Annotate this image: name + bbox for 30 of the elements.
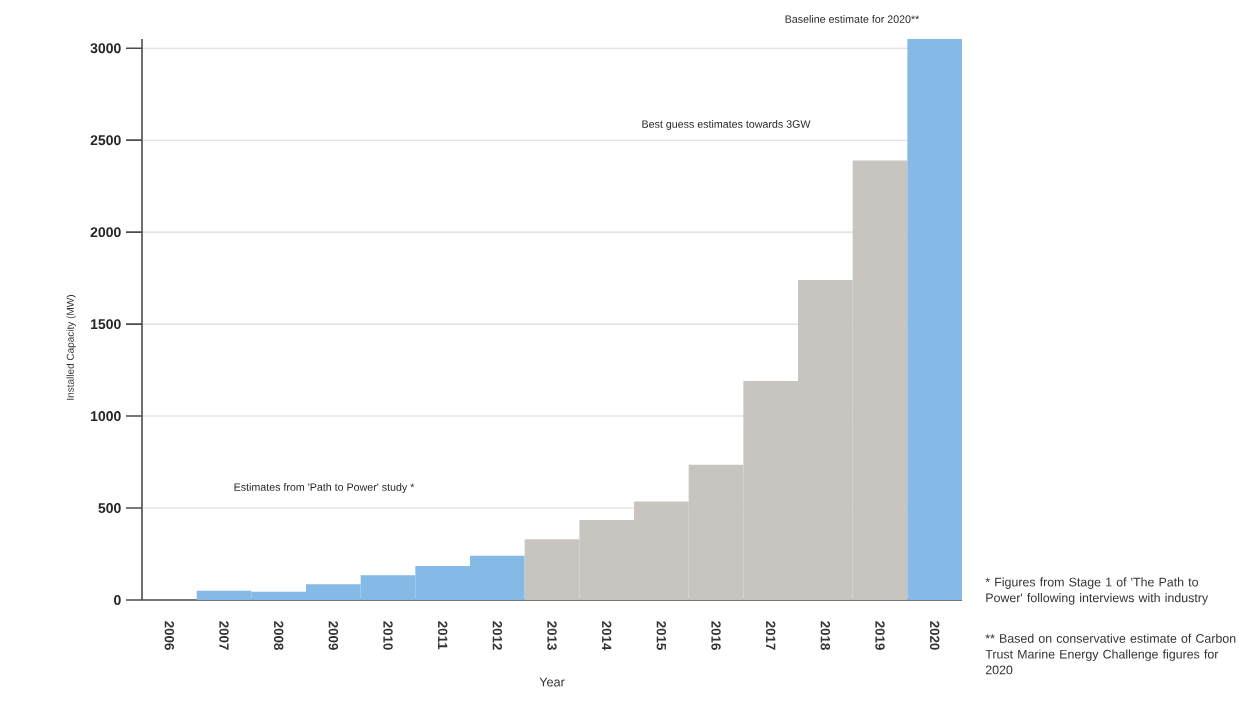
x-tick-label: 2019	[875, 621, 885, 650]
x-tick-label: 2009	[328, 621, 339, 650]
annotation: Best guess estimates towards 3GW	[642, 120, 811, 130]
x-tick-label: 2013	[547, 621, 557, 650]
x-tick-label: 2007	[219, 621, 229, 650]
x-tick-label: 2010	[383, 621, 393, 650]
text: * Figures from Stage 1 of 'The Path to Power' following interviews with industry	[985, 577, 1209, 605]
annotation: Estimates from 'Path to Power' study *	[234, 483, 415, 493]
x-tick-label: 2020	[929, 621, 940, 650]
y-tick-label: 2000	[90, 227, 121, 238]
x-tick-label: 2011	[437, 621, 448, 650]
x-tick-label: 2006	[164, 621, 175, 650]
x-tick-label: 2018	[820, 621, 831, 650]
x-tick-label: 2008	[273, 621, 284, 650]
y-tick-label: 500	[98, 503, 121, 513]
x-axis-title: Year	[539, 677, 565, 687]
y-tick-label: 1500	[91, 319, 121, 330]
bar	[907, 39, 963, 600]
x-tick-label: 2014	[601, 621, 612, 651]
x-tick-label: 2016	[711, 621, 721, 650]
text: ** Based on conservative estimate of Carbon Trust Marine Energy Challenge figures for 2020	[985, 633, 1236, 675]
y-tick-label: 1000	[91, 411, 121, 422]
x-tick-label: 2012	[492, 621, 503, 650]
text: Baseline estimate for 2020**	[785, 15, 920, 23]
x-tick-label: 2017	[765, 621, 776, 650]
y-axis-title: Installed Capacity (MW)	[66, 295, 76, 400]
y-tick-label: 2500	[90, 135, 121, 146]
y-tick-label: 3000	[90, 43, 121, 54]
y-tick-label: 0	[114, 595, 121, 605]
x-tick-label: 2015	[656, 621, 667, 650]
